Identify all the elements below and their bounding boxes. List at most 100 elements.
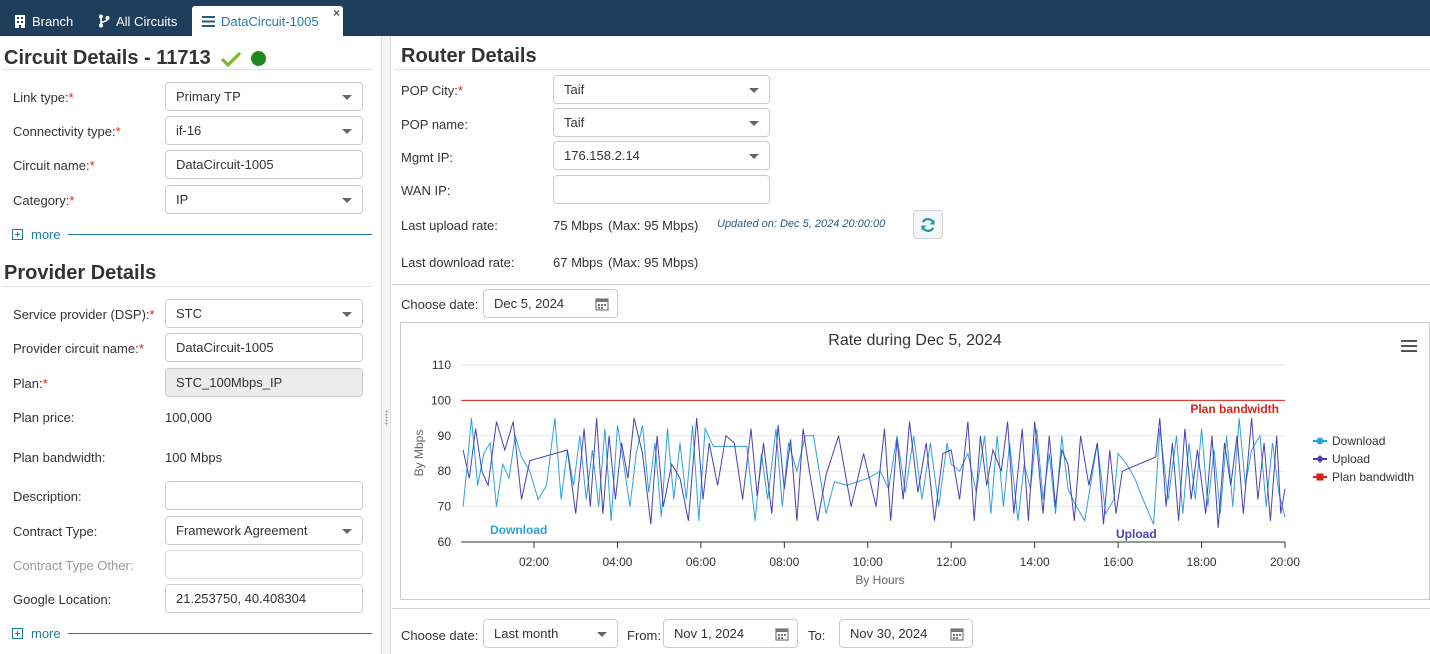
close-icon[interactable]: × [332,6,340,20]
contract-type-select[interactable]: Framework Agreement [165,516,363,545]
service-provider-select[interactable]: STC [165,299,363,328]
pop-name-select[interactable]: Taif [553,108,770,137]
pop-city-label: POP City:* [401,83,463,98]
divider [394,69,1430,70]
google-location-input[interactable]: 21.253750, 40.408304 [165,584,363,613]
date-value: Dec 5, 2024 [494,296,565,311]
y-tick-label: 60 [438,535,452,549]
legend-label: Plan bandwidth [1332,470,1414,484]
more-toggle[interactable]: more [12,626,61,641]
upload-annotation: Upload [1116,527,1157,541]
legend-marker [1316,455,1324,463]
category-select[interactable]: IP [165,185,363,214]
y-axis-label: By Mbps [412,430,426,477]
upload-series-line [462,417,1286,528]
date-picker[interactable]: Dec 5, 2024 [483,289,618,318]
chevron-down-icon [342,129,352,134]
provider-circuit-name-input[interactable]: DataCircuit-1005 [165,333,363,362]
last-upload-label: Last upload rate: [401,218,498,233]
mgmt-ip-label: Mgmt IP: [401,150,454,165]
chevron-down-icon [749,154,759,159]
refresh-icon [921,217,935,232]
plan-label: Plan:* [13,376,48,391]
from-date-picker[interactable]: Nov 1, 2024 [663,619,798,648]
x-tick-label: 12:00 [936,555,966,569]
provider-details-header: Provider Details [4,262,157,284]
divider [2,286,372,287]
branch-icon [99,14,110,28]
x-tick-label: 02:00 [519,555,549,569]
to-date-value: Nov 30, 2024 [850,626,928,641]
list-icon [202,15,215,27]
calendar-icon [595,298,609,311]
check-icon [220,51,241,67]
tab-label: DataCircuit-1005 [221,13,319,29]
tab-all-circuits[interactable]: All Circuits [94,6,181,36]
plan-bandwidth-annotation: Plan bandwidth [1190,402,1279,416]
divider [392,284,1430,285]
plan-bandwidth-label: Plan bandwidth: [13,450,106,465]
x-tick-label: 04:00 [602,555,632,569]
chevron-down-icon [749,88,759,93]
plan-price-label: Plan price: [13,410,75,425]
download-annotation: Download [490,523,547,537]
more-label: more [31,626,61,641]
tab-branch[interactable]: Branch [10,6,77,36]
last-download-value: 67 Mbps [553,255,603,270]
more-toggle[interactable]: more [12,227,61,242]
legend-item-upload[interactable]: Upload [1313,452,1370,466]
last-download-max: (Max: 95 Mbps) [608,255,699,270]
from-date-value: Nov 1, 2024 [674,626,745,641]
legend-item-download[interactable]: Download [1313,434,1385,448]
drag-handle-icon[interactable] [385,410,388,426]
y-tick-label: 70 [438,500,452,514]
plan-price-value: 100,000 [165,410,212,425]
circuit-details-header: Circuit Details - 11713 [4,47,266,70]
y-tick-label: 100 [431,393,451,407]
x-tick-label: 06:00 [686,555,716,569]
legend-label: Download [1332,434,1385,448]
description-input[interactable] [165,481,363,510]
refresh-button[interactable] [913,210,943,239]
wan-ip-input[interactable] [553,175,770,204]
connectivity-type-label: Connectivity type:* [13,124,121,139]
status-dot-icon [250,51,266,66]
calendar-icon [775,628,789,641]
tab-label: Branch [32,13,74,29]
router-details-header: Router Details [401,45,537,67]
legend-item-plan-bandwidth[interactable]: Plan bandwidth [1313,470,1414,484]
chevron-down-icon [342,529,352,534]
tab-datacircuit[interactable]: DataCircuit-1005 × [192,6,343,36]
pop-city-select[interactable]: Taif [553,75,770,104]
chart-title: Rate during Dec 5, 2024 [828,332,1002,349]
top-tab-bar: Branch All Circuits DataCircuit-1005 × [0,0,1430,36]
calendar-icon [950,628,964,641]
x-tick-label: 20:00 [1270,555,1300,569]
category-label: Category:* [13,193,75,208]
circuit-name-input[interactable]: DataCircuit-1005 [165,150,363,179]
range-preset-select[interactable]: Last month [483,619,618,648]
google-location-label: Google Location: [13,592,112,607]
panel-splitter[interactable] [381,36,391,654]
plus-square-icon [12,229,23,240]
rate-chart-panel [400,322,1430,600]
x-tick-label: 10:00 [853,555,883,569]
chevron-down-icon [342,198,352,203]
last-upload-max: (Max: 95 Mbps) [608,218,699,233]
contract-type-other-label: Contract Type Other: [13,558,134,573]
connectivity-type-select[interactable]: if-16 [165,116,363,145]
more-label: more [31,227,61,242]
link-type-select[interactable]: Primary TP [165,82,363,111]
pop-name-label: POP name: [401,117,468,132]
page-title: Circuit Details - 11713 [4,47,211,69]
divider [392,608,1430,609]
to-date-picker[interactable]: Nov 30, 2024 [839,619,973,648]
chevron-down-icon [597,632,607,637]
chart-menu-icon[interactable] [1401,340,1417,355]
mgmt-ip-select[interactable]: 176.158.2.14 [553,141,770,170]
last-upload-value: 75 Mbps [553,218,603,233]
y-tick-label: 80 [438,464,452,478]
x-tick-label: 08:00 [769,555,799,569]
plan-input: STC_100Mbps_IP [165,368,363,397]
divider [2,69,372,70]
